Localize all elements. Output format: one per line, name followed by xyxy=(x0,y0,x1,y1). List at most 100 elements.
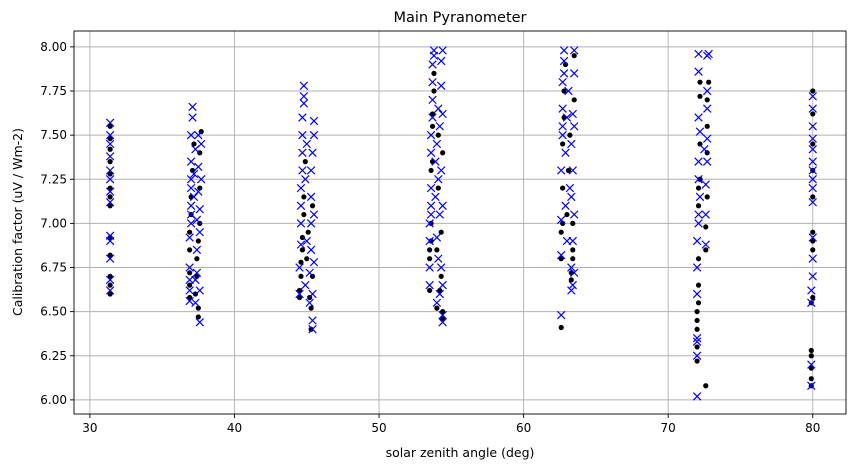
data-point-x xyxy=(306,166,316,175)
data-point-dot xyxy=(810,294,816,301)
data-point-dot xyxy=(195,238,201,244)
data-point-dot xyxy=(428,220,434,226)
data-point-dot xyxy=(296,287,303,294)
data-point-x xyxy=(808,157,817,166)
data-point-dot xyxy=(107,136,113,142)
data-point-x xyxy=(807,298,816,308)
data-point-dot xyxy=(298,273,304,279)
data-point-dot xyxy=(304,256,310,262)
data-point-dot xyxy=(428,238,434,244)
data-point-x xyxy=(568,166,577,175)
data-point-x xyxy=(694,175,703,184)
data-point-x xyxy=(306,192,316,202)
data-point-dot xyxy=(558,229,564,235)
data-point-x xyxy=(296,219,306,228)
data-point-x xyxy=(694,157,703,166)
data-point-dot xyxy=(808,376,814,382)
data-point-x xyxy=(426,130,436,140)
data-point-x xyxy=(808,183,817,193)
data-point-dot xyxy=(571,53,577,59)
data-point-dot xyxy=(427,287,433,294)
data-point-dot xyxy=(107,159,113,165)
data-point-x xyxy=(105,254,115,263)
data-point-x xyxy=(309,210,319,219)
data-point-x xyxy=(702,86,712,96)
data-point-dot xyxy=(299,247,306,253)
data-point-dot xyxy=(694,317,700,324)
data-point-dot xyxy=(697,176,703,182)
data-point-x xyxy=(438,310,447,320)
data-point-x xyxy=(309,116,319,126)
data-point-dot xyxy=(440,150,446,156)
plot-area xyxy=(74,31,846,414)
data-point-x xyxy=(105,286,115,295)
data-point-dot xyxy=(706,79,712,85)
data-point-dot xyxy=(438,229,444,235)
data-point-dot xyxy=(305,229,311,235)
data-point-x xyxy=(186,157,196,166)
data-point-x xyxy=(299,92,309,101)
data-point-x xyxy=(298,166,307,175)
data-point-x xyxy=(694,67,703,76)
data-point-dot xyxy=(107,291,113,297)
data-point-x xyxy=(425,263,434,272)
data-point-x xyxy=(561,148,570,158)
data-point-dot xyxy=(695,282,702,288)
data-point-dot xyxy=(107,203,113,209)
data-point-x xyxy=(808,175,817,184)
data-point-x xyxy=(558,77,567,87)
data-point-dot xyxy=(434,247,440,253)
data-point-x xyxy=(428,95,437,105)
data-point-x xyxy=(188,102,197,112)
data-point-dot xyxy=(808,353,814,359)
data-point-dot xyxy=(704,97,710,103)
x-axis-label: solar zenith angle (deg) xyxy=(386,445,535,460)
data-point-dot xyxy=(697,141,703,147)
data-point-x xyxy=(302,139,311,149)
data-point-x xyxy=(308,148,317,158)
data-point-dot xyxy=(107,171,113,177)
data-point-dot xyxy=(568,277,574,283)
x-tick-label: 80 xyxy=(805,421,820,435)
data-point-x xyxy=(808,166,817,175)
data-point-x xyxy=(191,298,200,308)
data-point-dot xyxy=(296,294,303,301)
data-point-dot xyxy=(427,247,433,253)
data-point-x xyxy=(558,104,567,113)
data-point-dot xyxy=(703,247,709,253)
data-point-dot xyxy=(810,194,816,200)
data-point-x xyxy=(434,175,443,184)
data-point-x xyxy=(431,157,440,166)
data-point-x xyxy=(194,187,203,196)
data-point-x xyxy=(298,113,307,122)
data-point-dot xyxy=(187,294,193,301)
data-point-x xyxy=(808,134,817,143)
data-point-dot xyxy=(697,79,703,85)
data-point-x xyxy=(194,130,203,140)
data-point-x xyxy=(435,210,444,219)
data-point-x xyxy=(436,81,446,90)
data-point-x xyxy=(426,210,436,219)
data-point-x xyxy=(808,122,817,131)
data-point-x xyxy=(299,99,309,108)
data-point-x xyxy=(196,175,206,184)
data-point-x xyxy=(559,69,569,78)
axes-frame xyxy=(73,30,847,415)
data-point-x xyxy=(428,113,437,122)
y-axis-label: Calibration factor (uV / Wm-2) xyxy=(10,128,25,316)
data-points xyxy=(105,46,817,401)
data-point-dot xyxy=(810,88,816,94)
x-tick-label: 60 xyxy=(516,421,531,435)
data-point-dot xyxy=(429,123,436,129)
data-point-x xyxy=(295,263,304,272)
x-tick-label: 50 xyxy=(371,421,386,435)
data-point-dot xyxy=(694,326,700,332)
data-point-x xyxy=(295,289,304,299)
data-point-dot xyxy=(558,324,564,331)
data-point-dot xyxy=(107,252,113,258)
data-point-x xyxy=(692,351,702,360)
data-point-dot xyxy=(694,358,700,364)
data-point-x xyxy=(185,296,194,306)
data-point-x xyxy=(105,130,115,140)
data-point-x xyxy=(195,317,204,327)
